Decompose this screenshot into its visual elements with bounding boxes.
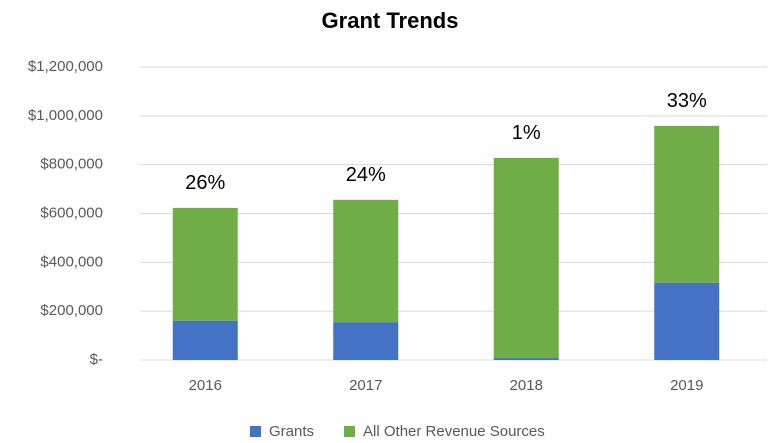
- y-tick-label: $-: [90, 351, 103, 368]
- bar-segment: [333, 322, 399, 360]
- y-tick-label: $400,000: [40, 253, 103, 270]
- legend-swatch: [250, 426, 261, 437]
- y-tick-label: $200,000: [40, 302, 103, 319]
- bar-segment: [654, 125, 720, 283]
- bar-segment: [172, 207, 238, 321]
- y-tick-label: $600,000: [40, 204, 103, 221]
- y-tick-label: $1,000,000: [28, 107, 103, 124]
- x-tick-label: 2019: [670, 377, 703, 394]
- chart-title: Grant Trends: [322, 8, 459, 33]
- bar-annotation: 26%: [185, 172, 225, 194]
- legend-label: All Other Revenue Sources: [363, 423, 545, 440]
- legend-label: Grants: [269, 423, 314, 440]
- bar-segment: [493, 358, 559, 360]
- x-tick-label: 2018: [510, 377, 543, 394]
- legend-swatch: [344, 426, 356, 437]
- bar-segment: [172, 320, 238, 360]
- bar-segment: [333, 199, 399, 323]
- bar-segment: [493, 157, 559, 359]
- x-tick-label: 2017: [349, 377, 382, 394]
- bar-segment: [654, 282, 720, 360]
- y-tick-label: $1,200,000: [28, 58, 103, 75]
- y-tick-label: $800,000: [40, 156, 103, 173]
- bar-annotation: 1%: [512, 122, 541, 144]
- x-tick-label: 2016: [189, 377, 222, 394]
- bar-annotation: 33%: [667, 90, 707, 112]
- bar-annotation: 24%: [346, 164, 386, 186]
